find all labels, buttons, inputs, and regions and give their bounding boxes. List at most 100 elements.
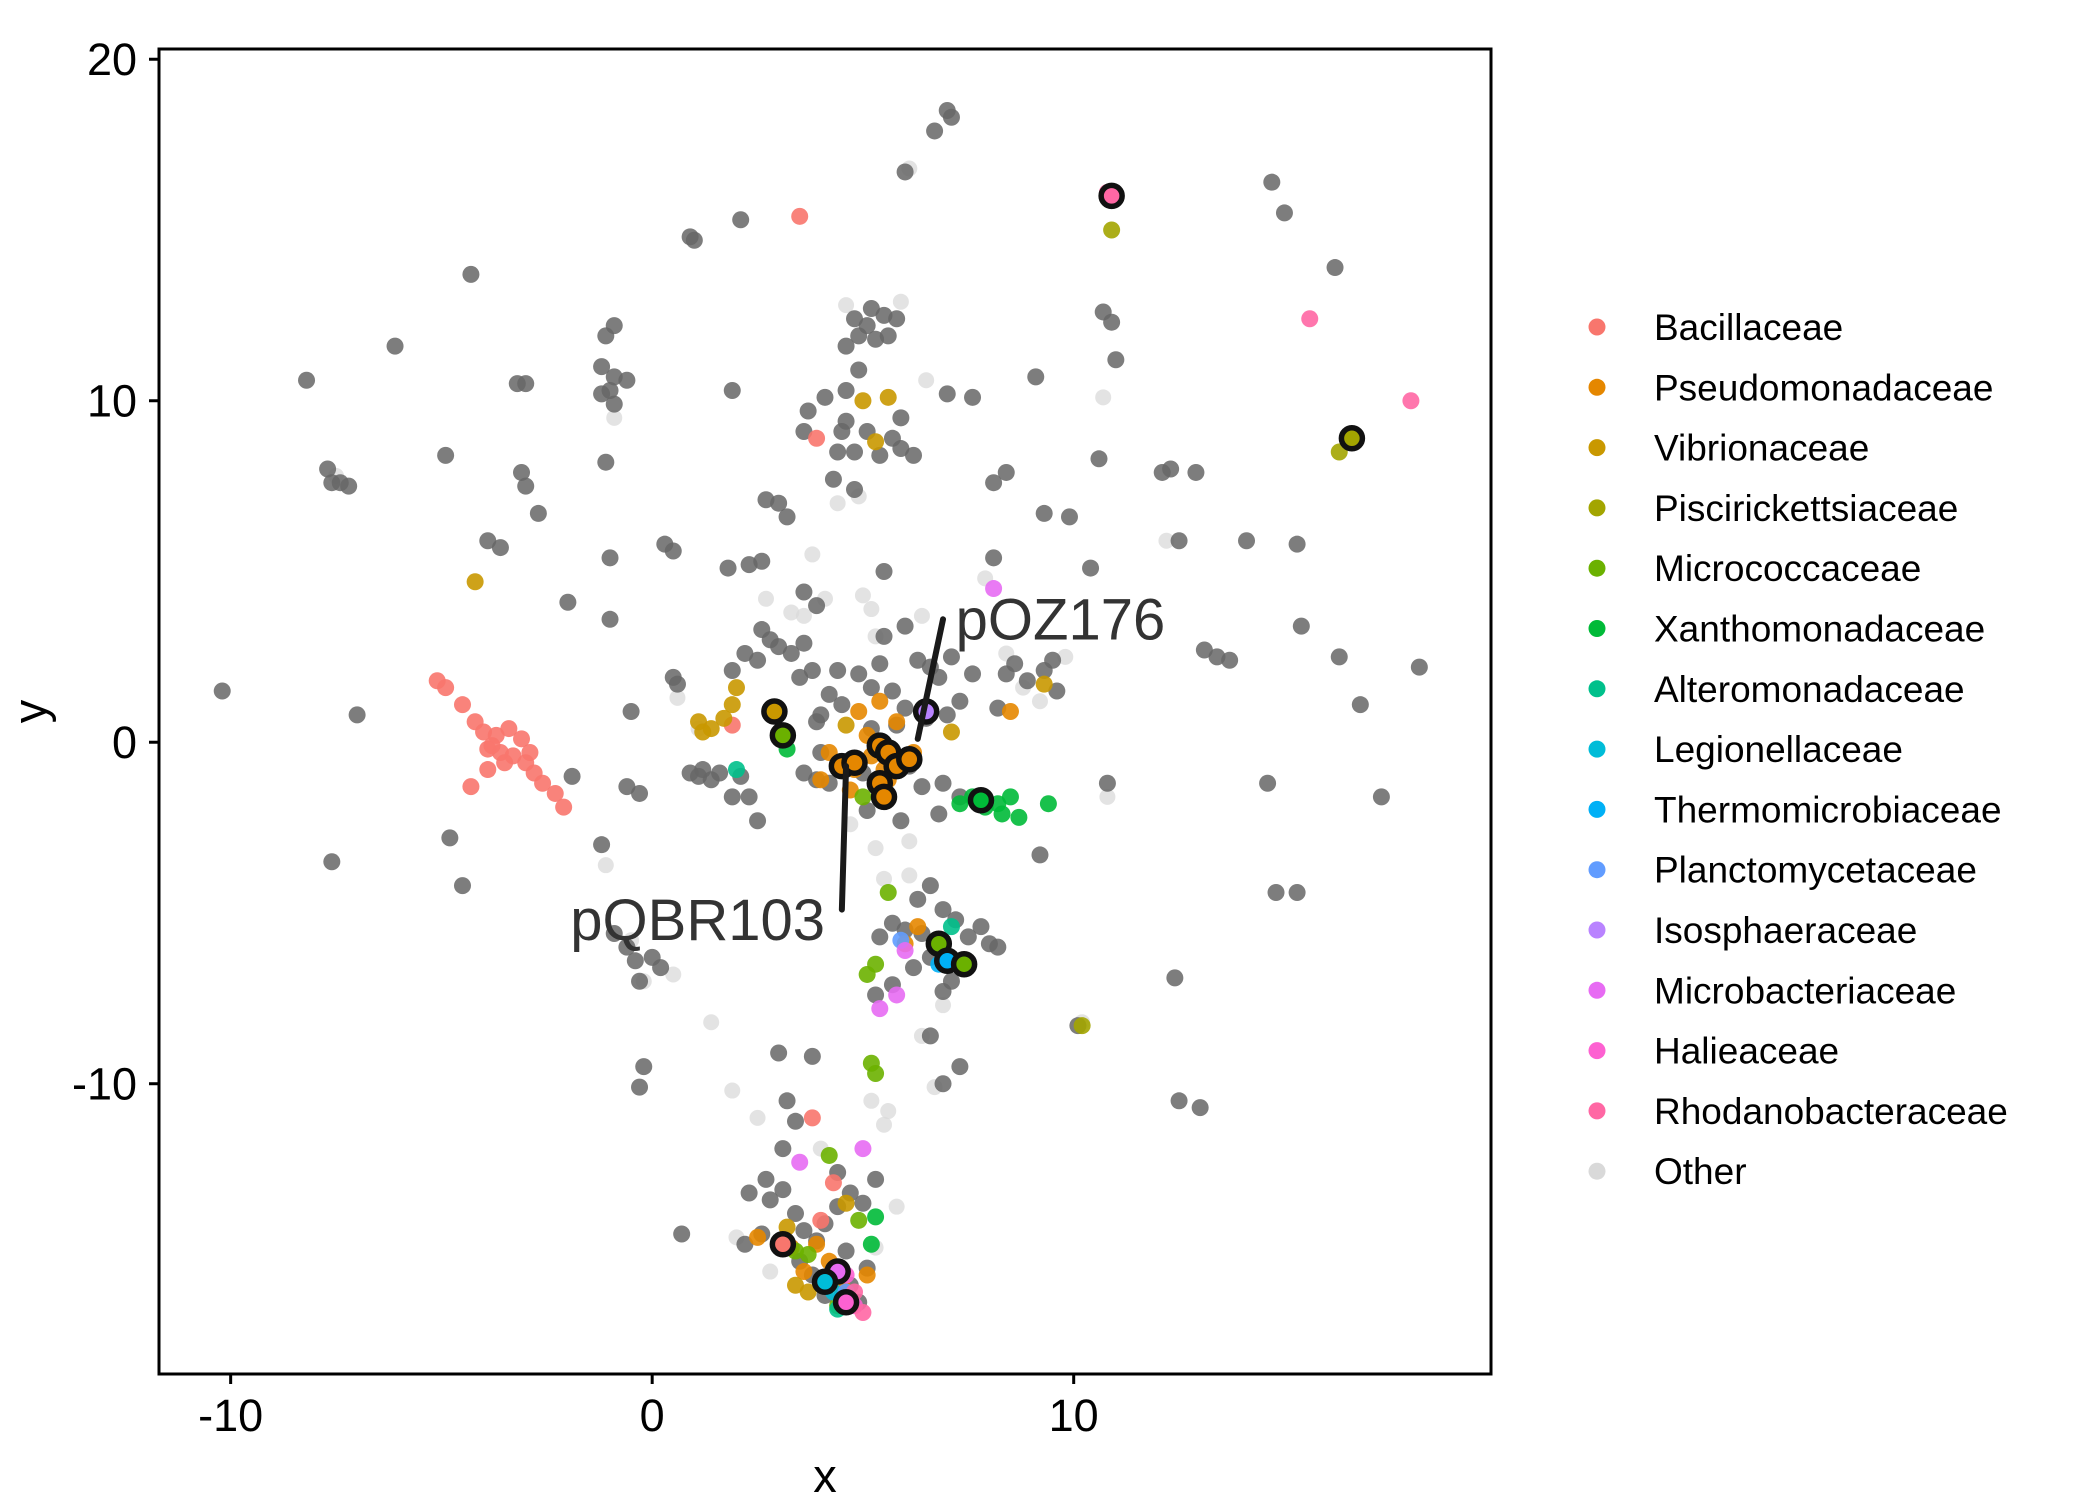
bacillaceae-point: [808, 429, 826, 447]
background-point: [867, 1170, 885, 1188]
xanthomonadaceae-point: [1039, 795, 1057, 813]
legend-label-xanthomonadaceae: Xanthomonadaceae: [1654, 609, 1985, 650]
highlighted-point: [870, 783, 898, 811]
background-point: [883, 914, 901, 932]
background-point: [846, 481, 864, 499]
micrococcaceae-point: [799, 1245, 817, 1263]
background-point: [921, 877, 939, 895]
background-point: [786, 1204, 804, 1222]
background-point: [643, 948, 661, 966]
background-point: [563, 767, 581, 785]
bacillaceae-point: [437, 679, 455, 697]
background-point: [905, 959, 923, 977]
background-point: [622, 703, 640, 720]
background-point: [631, 972, 649, 990]
bacillaceae-point: [496, 754, 514, 772]
xanthomonadaceae-point: [862, 1235, 880, 1253]
piscirickettsiaceae-point: [1073, 1017, 1091, 1035]
highlighted-point: [832, 1289, 860, 1316]
background-point: [795, 422, 813, 440]
background-point: [723, 381, 741, 399]
vibrionaceae-point: [727, 679, 745, 697]
legend-label-other: Other: [1654, 1151, 1747, 1192]
legend-label-thermomicrobiaceae: Thermomicrobiaceae: [1654, 789, 2002, 830]
highlighted-point: [950, 950, 978, 978]
background-point: [837, 412, 855, 430]
legend-swatch-alteromonadaceae: [1588, 680, 1606, 698]
background-point: [1018, 672, 1036, 690]
background-point: [1351, 696, 1369, 714]
background-point: [1170, 1092, 1188, 1110]
background-point: [601, 549, 619, 567]
background-point: [298, 371, 316, 389]
other-point: [876, 870, 893, 887]
background-point: [888, 310, 906, 328]
pseudomonadaceae-point: [812, 771, 830, 789]
background-point: [1048, 682, 1066, 700]
background-point: [964, 665, 982, 683]
other-point: [880, 1103, 897, 1120]
background-point: [858, 802, 876, 820]
background-point: [740, 1184, 758, 1202]
background-point: [846, 443, 864, 461]
legend-swatch-thermomicrobiaceae: [1588, 800, 1606, 818]
background-point: [837, 381, 855, 399]
legend-label-bacillaceae: Bacillaceae: [1654, 307, 1843, 348]
background-point: [685, 231, 703, 249]
other-point: [876, 1116, 893, 1133]
background-point: [631, 1078, 649, 1096]
background-point: [896, 617, 914, 635]
legend-swatch-xanthomonadaceae: [1588, 620, 1606, 637]
other-point: [1057, 648, 1074, 665]
background-point: [517, 375, 535, 393]
background-point: [786, 1112, 804, 1130]
microbacteriaceae-point: [888, 986, 906, 1004]
legend-label-vibrionaceae: Vibrionaceae: [1654, 428, 1869, 469]
background-point: [635, 1058, 653, 1076]
pseudomonadaceae-point: [795, 1263, 813, 1281]
background-point: [593, 358, 611, 376]
y-tick-label: 10: [87, 376, 137, 427]
points-layer: [213, 101, 1428, 1322]
highlighted-point: [761, 698, 788, 725]
bacillaceae-point: [803, 1109, 821, 1127]
background-point: [799, 402, 817, 420]
legend-swatch-pseudomonadaceae: [1588, 378, 1606, 396]
background-point: [593, 836, 611, 854]
background-point: [875, 627, 893, 645]
other-point: [795, 607, 812, 624]
legend-swatch-bacillaceae: [1588, 318, 1606, 336]
background-point: [972, 918, 990, 936]
vibrionaceae-point: [837, 716, 855, 734]
bacillaceae-point: [521, 743, 539, 761]
other-point: [669, 689, 686, 706]
micrococcaceae-point: [854, 788, 872, 806]
background-point: [1031, 846, 1049, 864]
xanthomonadaceae-point: [993, 805, 1011, 823]
background-point: [723, 662, 741, 680]
highlighted-point: [1338, 425, 1366, 452]
background-point: [829, 662, 847, 680]
y-axis-title: y: [3, 699, 56, 723]
background-point: [1292, 617, 1310, 635]
background-point: [1107, 351, 1125, 369]
bacillaceae-point: [479, 761, 497, 779]
background-point: [942, 108, 960, 126]
pseudomonadaceae-point: [871, 692, 889, 710]
other-point: [703, 1014, 720, 1031]
other-point: [888, 1198, 905, 1215]
background-point: [513, 463, 531, 481]
background-point: [1410, 658, 1428, 676]
background-point: [883, 682, 901, 700]
background-point: [618, 938, 636, 956]
background-point: [1098, 774, 1116, 792]
background-point: [820, 685, 838, 703]
other-point: [854, 587, 871, 604]
bacillaceae-point: [824, 1174, 842, 1192]
background-point: [905, 446, 923, 464]
other-point: [838, 297, 855, 314]
background-point: [1330, 648, 1348, 666]
background-point: [791, 668, 809, 686]
background-point: [593, 385, 611, 403]
